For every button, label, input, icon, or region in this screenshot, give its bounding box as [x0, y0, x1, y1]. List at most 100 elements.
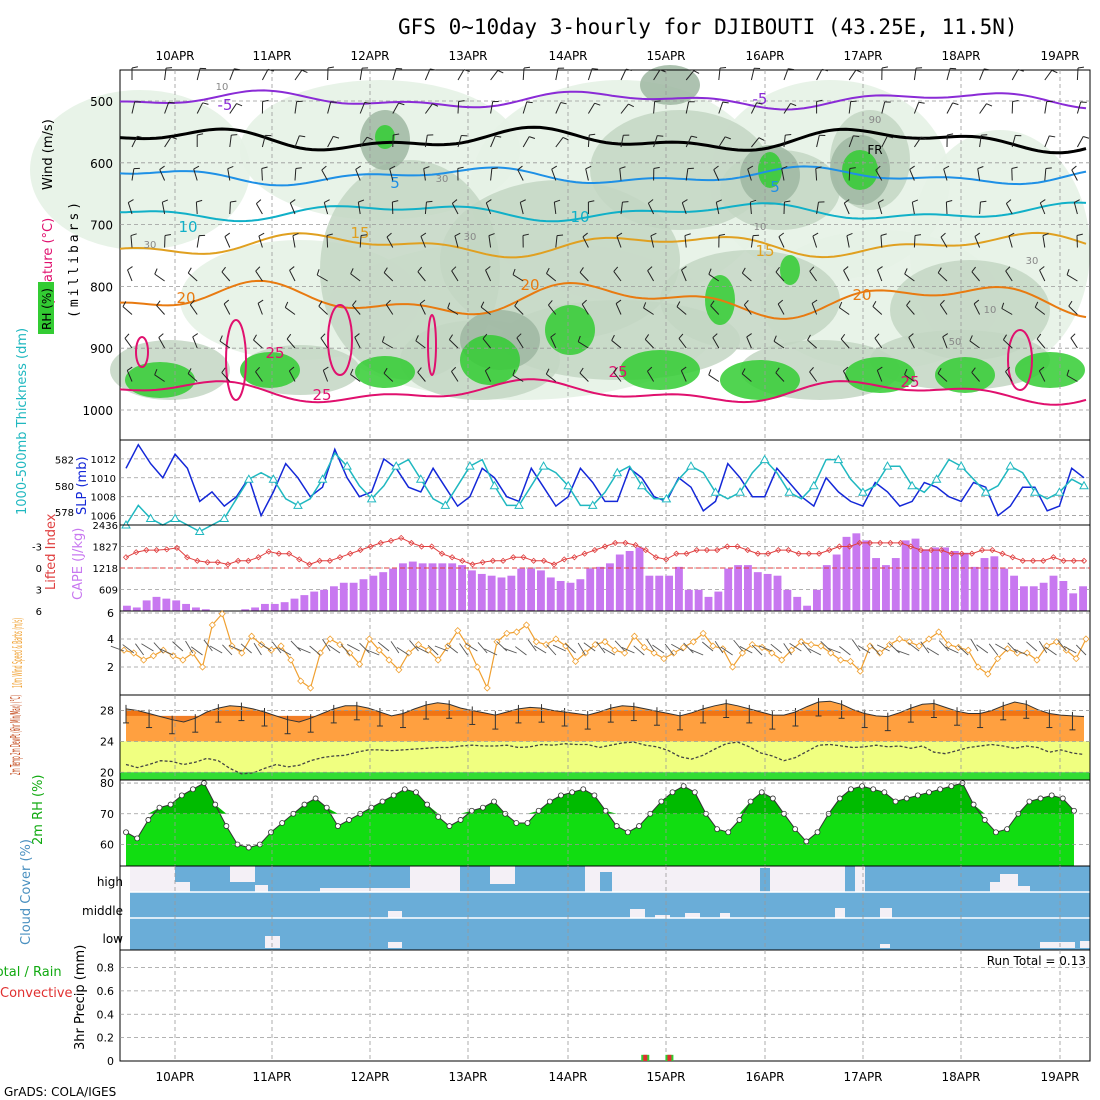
barb-flag: [947, 133, 954, 136]
cape-bar: [970, 566, 979, 611]
barb-flag: [224, 232, 231, 237]
wind-barb: [838, 301, 850, 315]
p7-left-label: Cloud Cover (%): [19, 839, 34, 945]
barb-flag: [514, 300, 519, 307]
wind-barb: [715, 199, 722, 215]
cape-bar: [1000, 568, 1009, 611]
barb-flag: [415, 335, 419, 341]
cape-bar: [201, 609, 210, 611]
cape-bar: [763, 573, 772, 611]
rh2m-marker: [591, 792, 598, 799]
barb-flag: [682, 199, 688, 204]
thickness-marker: [956, 461, 967, 470]
wind10m-axis-label: 10m Wind Speed & Barbs (m/s): [11, 618, 26, 688]
wind-marker: [267, 646, 275, 654]
thickness-marker: [538, 461, 549, 470]
li-marker: [917, 547, 925, 554]
surface-barb: [409, 639, 419, 652]
wind-barb: [294, 69, 308, 81]
pressure-axis-label: (millibars): [67, 199, 82, 318]
barb-shaft: [747, 168, 752, 181]
barb-flag: [289, 266, 295, 271]
barb-flag: [1036, 333, 1042, 340]
wind-barb: [908, 333, 915, 349]
barb-flag: [355, 165, 361, 170]
barb-shaft: [164, 102, 170, 114]
barb-shaft: [316, 274, 328, 282]
barb-flag: [522, 233, 529, 236]
wind-barb: [815, 166, 822, 181]
wind-barb: [1034, 301, 1046, 315]
rh2m-marker: [156, 804, 163, 811]
li-marker: [734, 543, 741, 550]
cape-bar: [182, 603, 190, 611]
rh2m-marker: [792, 826, 799, 833]
wind-marker: [395, 666, 403, 674]
barb-shaft: [385, 304, 394, 315]
barb-flag: [333, 135, 340, 139]
li-marker: [846, 543, 853, 550]
thickness-marker: [686, 461, 696, 470]
li-marker: [989, 547, 996, 554]
barb-shaft: [514, 305, 524, 315]
rh-contour-label: 10: [754, 222, 767, 233]
barb-flag: [299, 135, 306, 138]
surface-barb: [1007, 642, 1018, 654]
cape-axis-label: CAPE (J/kg): [71, 528, 86, 600]
barb-shaft: [877, 269, 883, 282]
isotherm-label: 25: [900, 373, 919, 391]
wind-barb: [1008, 232, 1015, 248]
barb-shaft: [326, 235, 329, 248]
wind-barb: [848, 167, 856, 181]
barb-shaft: [480, 306, 491, 315]
cape-bar: [448, 563, 457, 611]
barb-shaft: [876, 370, 883, 382]
surface-barb: [664, 643, 675, 656]
isotherm-label: 25: [608, 363, 627, 381]
rh2m-marker: [602, 807, 609, 814]
wind-barb: [877, 199, 884, 215]
wind-barb: [1005, 366, 1013, 382]
barb-flag: [326, 233, 333, 236]
barb-shaft: [424, 68, 431, 81]
li-marker: [877, 539, 884, 546]
barb-flag: [881, 66, 888, 69]
barb-shaft: [904, 273, 915, 282]
surface-barb: [434, 645, 449, 652]
barb-shaft: [1011, 135, 1016, 148]
barb-shaft: [783, 135, 786, 148]
wind-marker: [787, 646, 796, 654]
barb-flag: [594, 102, 601, 106]
wind-barb: [352, 300, 361, 315]
li-marker: [418, 543, 425, 550]
wind-barb: [937, 267, 948, 282]
wind-barb: [747, 165, 754, 181]
wind-barb: [289, 199, 296, 215]
thickness-tick: 582: [55, 456, 74, 467]
surface-barb: [701, 641, 714, 652]
surface-barb: [496, 641, 508, 652]
rh-contour-label: 50: [949, 337, 962, 348]
rh2m-marker: [1059, 795, 1066, 802]
wind-barb: [843, 266, 850, 282]
cape-bar: [951, 550, 959, 611]
wind-barb: [615, 299, 622, 315]
wind-barb: [880, 233, 887, 248]
barb-flag: [162, 199, 169, 203]
wind-tick: 6: [107, 607, 114, 620]
li-marker: [265, 548, 272, 555]
barb-flag: [588, 200, 595, 203]
cape-bar: [458, 565, 466, 611]
thickness-marker: [440, 500, 451, 509]
wind-barb: [550, 333, 557, 349]
wind-barb: [229, 200, 237, 215]
wind-barb: [551, 165, 558, 181]
li-marker: [805, 550, 812, 557]
surface-barb: [228, 644, 242, 652]
cape-bar: [675, 566, 683, 611]
wind-barb: [292, 232, 299, 248]
wind-barb: [749, 199, 757, 215]
barb-flag: [516, 333, 522, 339]
li-marker: [377, 539, 384, 546]
